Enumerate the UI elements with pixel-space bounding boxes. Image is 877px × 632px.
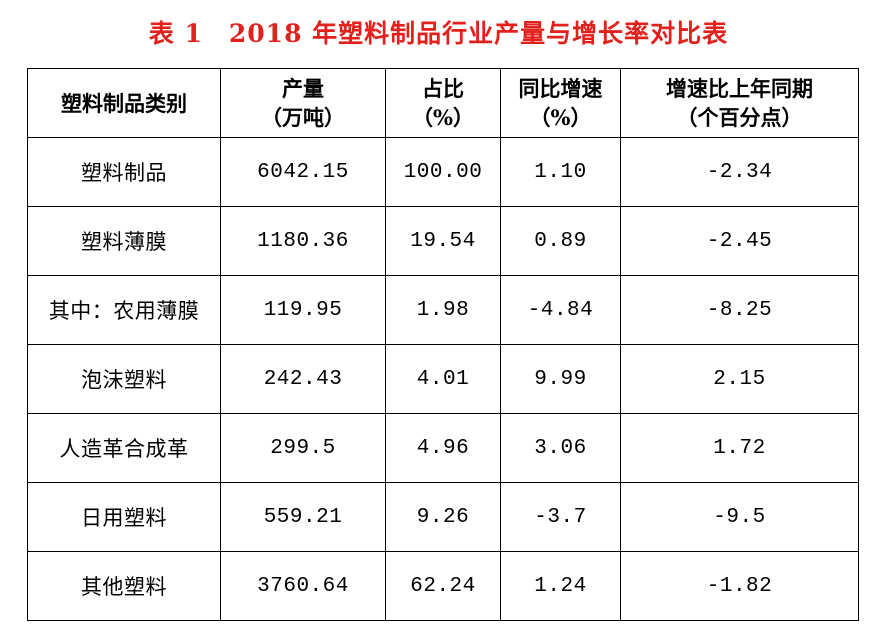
table-cell: 1.24 — [500, 551, 621, 621]
table-row: 日用塑料 559.21 9.26 -3.7 -9.5 — [27, 482, 859, 552]
table-cell: 0.89 — [500, 206, 621, 276]
table-cell: 其中：农用薄膜 — [27, 275, 221, 345]
header-text: （%） — [412, 105, 474, 130]
table-cell: 9.99 — [500, 344, 621, 414]
table-row: 塑料薄膜 1180.36 19.54 0.89 -2.45 — [27, 206, 859, 276]
table-cell: 2.15 — [620, 344, 859, 414]
table-cell: -9.5 — [620, 482, 859, 552]
table-cell: 100.00 — [385, 137, 501, 207]
header-text: 塑料制品类别 — [61, 90, 187, 116]
data-table: 塑料制品类别 产量 （万吨） 占比 （%） 同比增速 （%） 增速比上年同期 （个百分点） 塑料… — [27, 68, 859, 621]
header-cell: 增速比上年同期 （个百分点） — [620, 68, 859, 138]
table-row: 其他塑料 3760.64 62.24 1.24 -1.82 — [27, 551, 859, 621]
header-cell: 同比增速 （%） — [500, 68, 621, 138]
table-body: 塑料制品 6042.15 100.00 1.10 -2.34 塑料薄膜 1180.36 19.… — [27, 137, 859, 621]
header-cell: 塑料制品类别 — [27, 68, 221, 138]
table-cell: 19.54 — [385, 206, 501, 276]
table-row: 人造革合成革 299.5 4.96 3.06 1.72 — [27, 413, 859, 483]
table-cell: -2.34 — [620, 137, 859, 207]
table-cell: 242.43 — [220, 344, 386, 414]
table-cell: 3.06 — [500, 413, 621, 483]
table-cell: -1.82 — [620, 551, 859, 621]
table-row: 塑料制品 6042.15 100.00 1.10 -2.34 — [27, 137, 859, 207]
table-cell: -2.45 — [620, 206, 859, 276]
table-cell: 其他塑料 — [27, 551, 221, 621]
table-cell: -4.84 — [500, 275, 621, 345]
table-cell: 日用塑料 — [27, 482, 221, 552]
table-cell: 泡沫塑料 — [27, 344, 221, 414]
table-title: 表 1 2018 年塑料制品行业产量与增长率对比表 — [148, 19, 729, 48]
table-cell: 119.95 — [220, 275, 386, 345]
header-text: 增速比上年同期 — [666, 76, 813, 101]
table-row: 泡沫塑料 242.43 4.01 9.99 2.15 — [27, 344, 859, 414]
table-cell: 塑料薄膜 — [27, 206, 221, 276]
table-cell: 1.72 — [620, 413, 859, 483]
header-text: （%） — [529, 105, 592, 130]
header-text: 占比 — [422, 76, 464, 101]
table-cell: 6042.15 — [220, 137, 386, 207]
table-cell: 559.21 — [220, 482, 386, 552]
table-row: 其中：农用薄膜 119.95 1.98 -4.84 -8.25 — [27, 275, 859, 345]
header-row: 塑料制品类别 产量 （万吨） 占比 （%） 同比增速 （%） 增速比上年同期 （个百分点） — [27, 68, 859, 138]
header-text: 产量 — [282, 76, 324, 101]
table-cell: 1.98 — [385, 275, 501, 345]
table-cell: 62.24 — [385, 551, 501, 621]
table-cell: 1.10 — [500, 137, 621, 207]
header-text: 同比增速 — [518, 76, 603, 101]
table-cell: 塑料制品 — [27, 137, 221, 207]
header-text: （个百分点） — [676, 105, 803, 130]
table-cell: -8.25 — [620, 275, 859, 345]
header-text: （万吨） — [261, 105, 345, 130]
header-cell: 占比 （%） — [385, 68, 501, 138]
header-cell: 产量 （万吨） — [220, 68, 386, 138]
table-header: 塑料制品类别 产量 （万吨） 占比 （%） 同比增速 （%） 增速比上年同期 （个百分点） — [27, 68, 859, 138]
table-cell: 人造革合成革 — [27, 413, 221, 483]
table-cell: 4.96 — [385, 413, 501, 483]
table-cell: 1180.36 — [220, 206, 386, 276]
table-cell: 299.5 — [220, 413, 386, 483]
table-cell: 4.01 — [385, 344, 501, 414]
table-cell: -3.7 — [500, 482, 621, 552]
table-cell: 3760.64 — [220, 551, 386, 621]
table-cell: 9.26 — [385, 482, 501, 552]
